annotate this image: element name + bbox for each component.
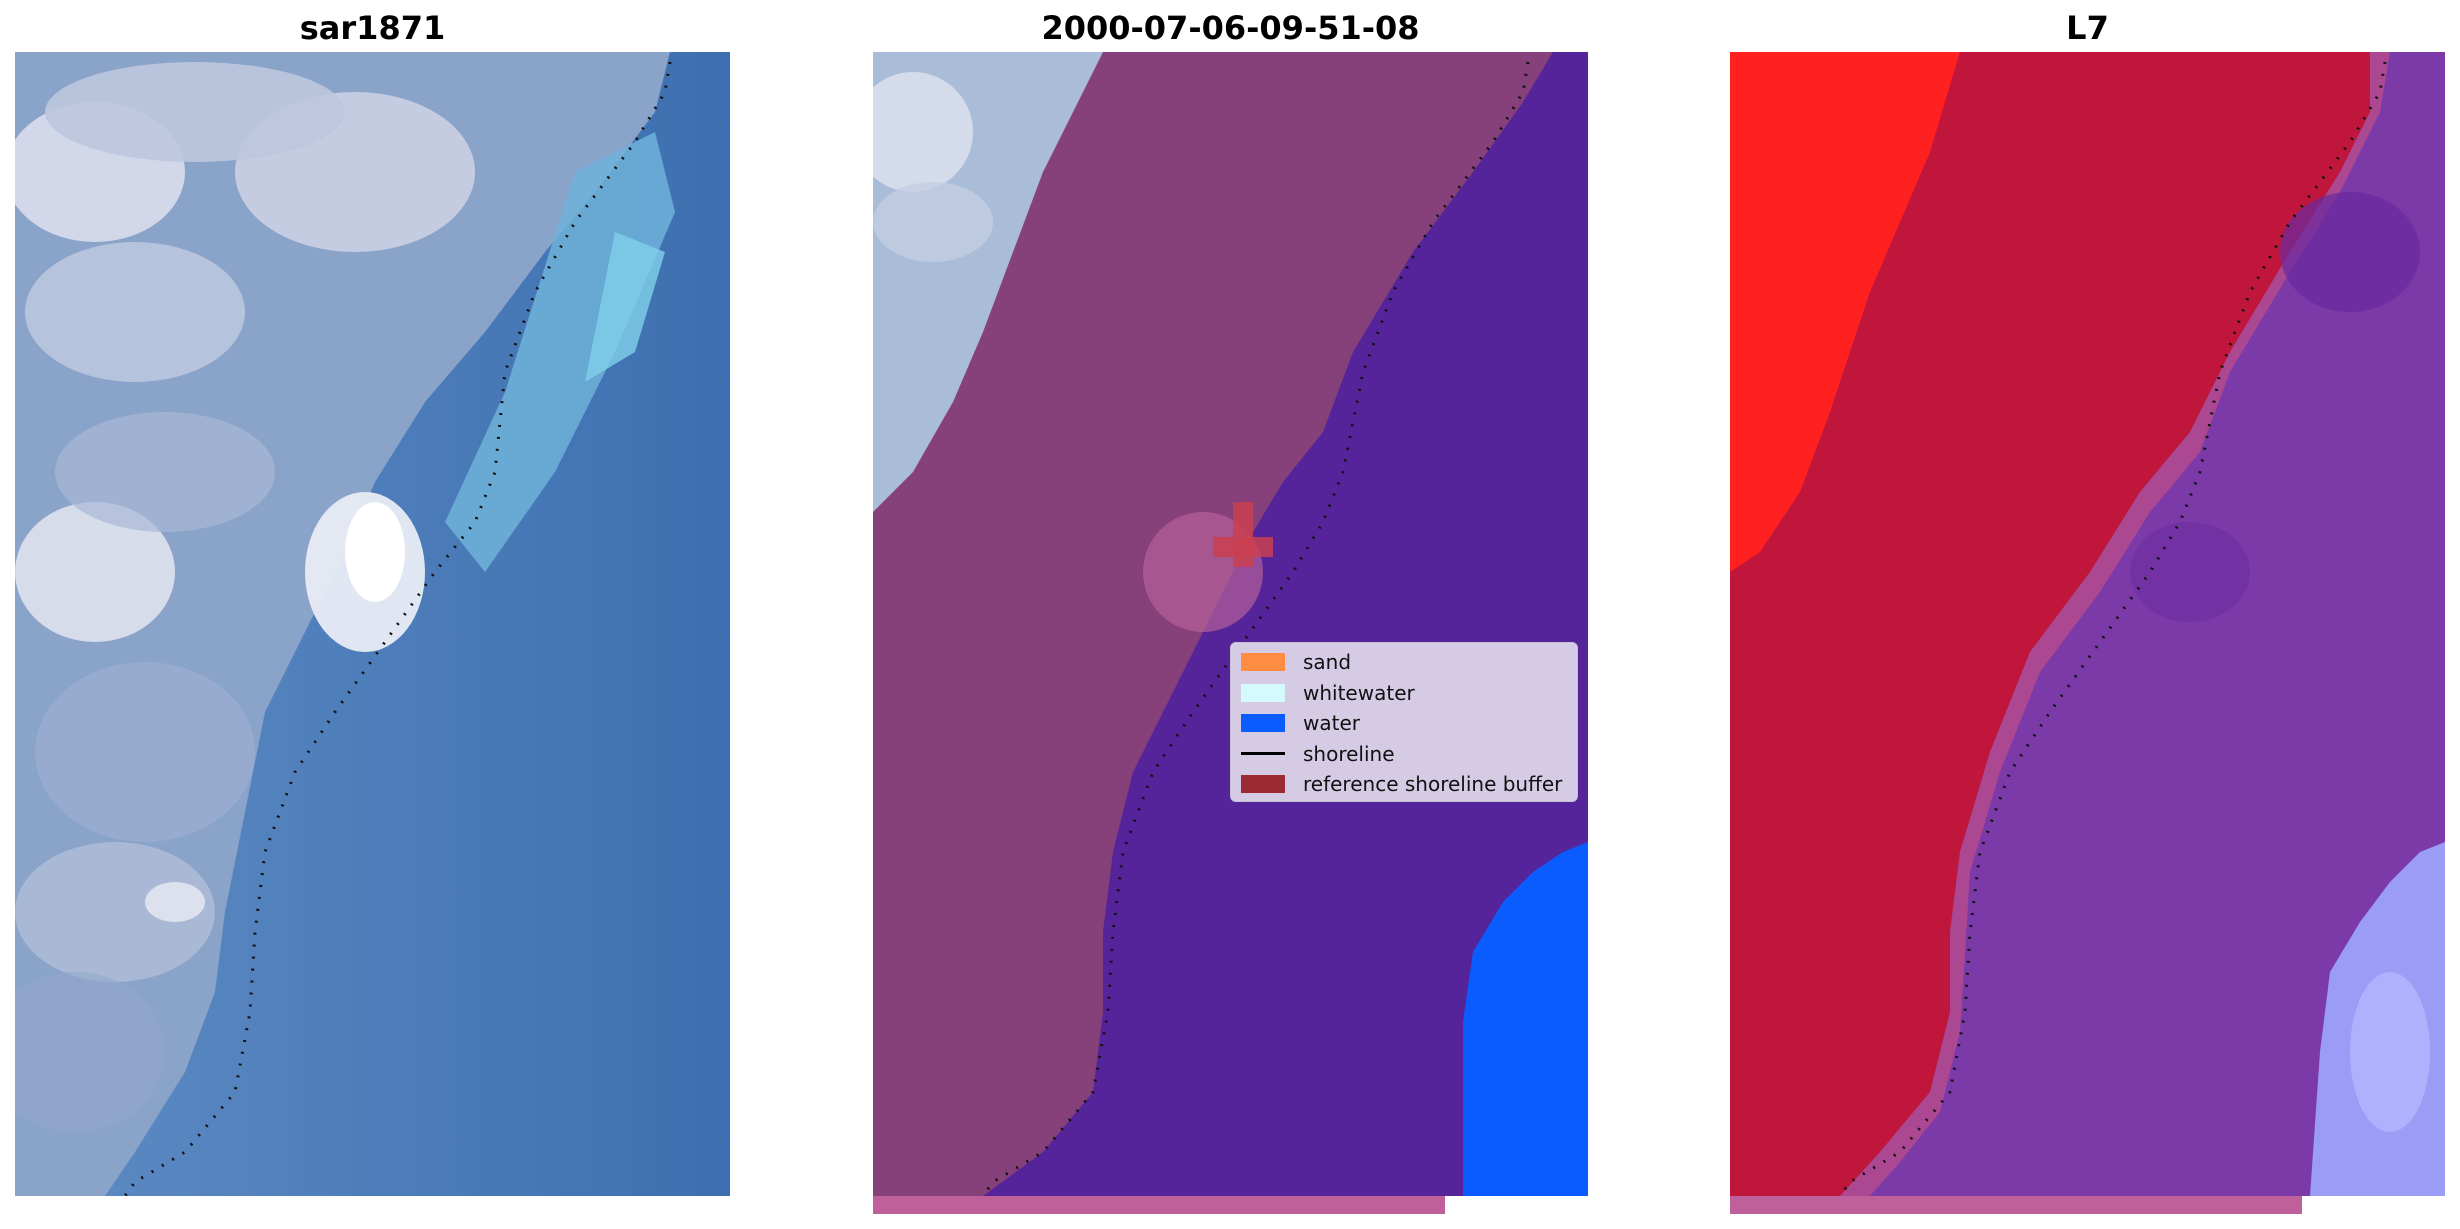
rgb-image (15, 52, 730, 1196)
buffer-strip-classified (873, 1196, 1445, 1214)
legend-item-shoreline: shoreline (1241, 739, 1567, 770)
legend: sand whitewater water shoreline referenc… (1230, 642, 1578, 802)
l7-image-panel (1730, 52, 2445, 1196)
panel-title-classified: 2000-07-06-09-51-08 (1041, 9, 1420, 47)
legend-item-sand: sand (1241, 647, 1567, 678)
classified-image (873, 52, 1588, 1196)
legend-label-water: water (1303, 711, 1360, 736)
classified-image-panel (873, 52, 1588, 1196)
sand-swatch (1241, 653, 1285, 672)
whitewater-swatch (1241, 683, 1285, 702)
legend-label-reference-buffer: reference shoreline buffer (1303, 772, 1563, 797)
buffer-strip-l7 (1730, 1196, 2302, 1214)
water-swatch (1241, 714, 1285, 733)
legend-label-whitewater: whitewater (1303, 680, 1415, 705)
l7-image (1730, 52, 2445, 1196)
reference-buffer-swatch (1241, 775, 1285, 794)
legend-item-reference-buffer: reference shoreline buffer (1241, 769, 1567, 800)
legend-label-shoreline: shoreline (1303, 741, 1395, 766)
panel-title-l7: L7 (2066, 9, 2109, 47)
legend-item-whitewater: whitewater (1241, 678, 1567, 709)
rgb-image-panel (15, 52, 730, 1196)
legend-label-sand: sand (1303, 650, 1352, 675)
panel-title-rgb: sar1871 (299, 9, 446, 47)
shoreline-swatch (1241, 752, 1285, 756)
legend-item-water: water (1241, 708, 1567, 739)
